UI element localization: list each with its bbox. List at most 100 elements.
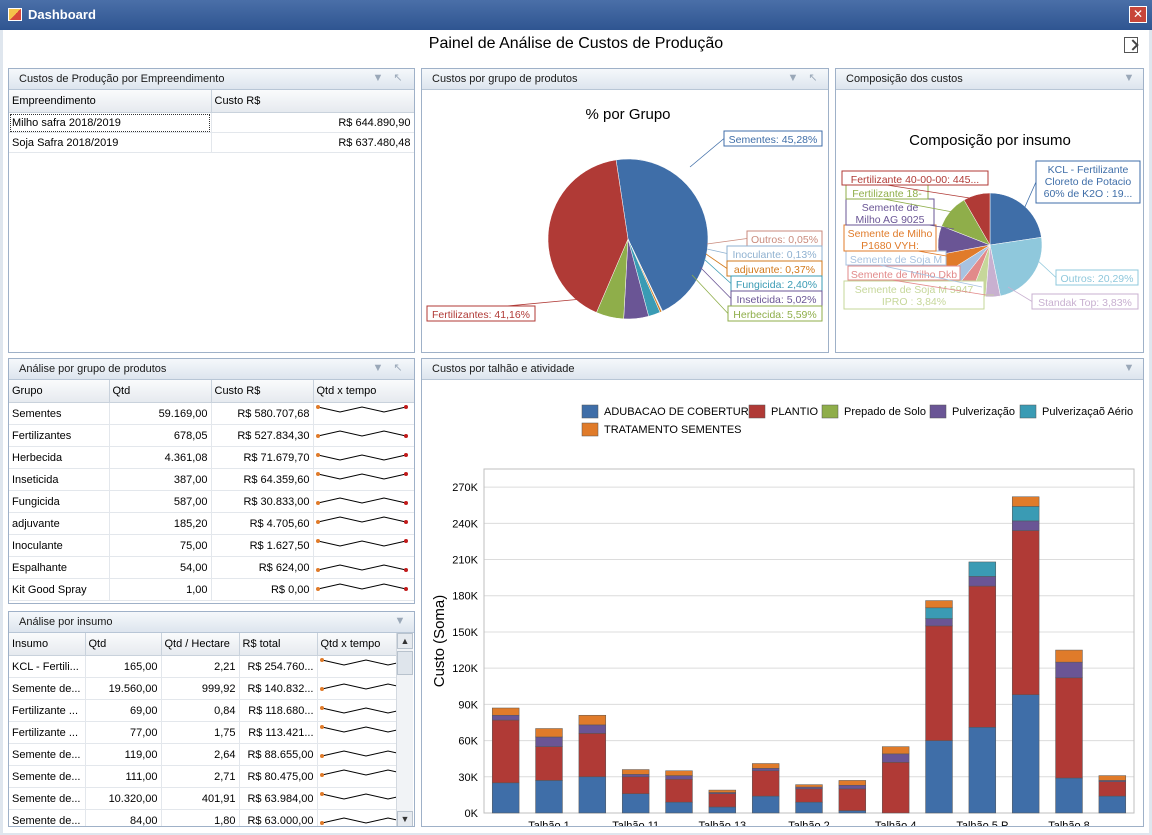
clear-filter-icon[interactable]: ▼	[372, 72, 384, 84]
bar-segment[interactable]	[665, 770, 693, 776]
table-cell[interactable]: Semente de...	[9, 677, 86, 700]
bar-segment[interactable]	[535, 736, 563, 747]
table-cell[interactable]: R$ 88.655,00	[239, 743, 318, 766]
table-cell[interactable]: 1,75	[161, 721, 240, 744]
table-cell[interactable]: 75,00	[109, 534, 212, 557]
table-cell[interactable]: 2,71	[161, 765, 240, 788]
table-row[interactable]: Inoculante 75,00 R$ 1.627,50	[9, 534, 414, 557]
bar-segment[interactable]	[665, 778, 693, 803]
bar-segment[interactable]	[1011, 520, 1040, 531]
bar-segment[interactable]	[491, 707, 520, 716]
table-cell[interactable]: R$ 63.984,00	[239, 787, 318, 810]
table-cell[interactable]: 999,92	[161, 677, 240, 700]
table-cell[interactable]: 1,00	[109, 578, 212, 601]
bar-segment[interactable]	[535, 728, 563, 738]
col-header-grupo[interactable]: Grupo	[9, 380, 110, 403]
bar-segment[interactable]	[751, 795, 780, 814]
bar-segment[interactable]	[621, 793, 650, 814]
bar-segment[interactable]	[1011, 694, 1040, 814]
table-row[interactable]: Fertilizante ... 77,00 1,75 R$ 113.421...	[9, 721, 398, 744]
bar-segment[interactable]	[881, 746, 910, 755]
table-cell[interactable]: Inoculante	[9, 534, 110, 557]
table-cell[interactable]: Semente de...	[9, 809, 86, 826]
col-header-qtd-tempo[interactable]: Qtd x tempo	[313, 380, 414, 403]
table-row[interactable]: Fungicida 587,00 R$ 30.833,00	[9, 490, 414, 513]
table-row[interactable]: KCL - Fertili... 165,00 2,21 R$ 254.760...	[9, 655, 398, 678]
table-cell[interactable]: Semente de...	[9, 787, 86, 810]
clear-filter-icon[interactable]: ▼	[1123, 362, 1135, 374]
bar-segment[interactable]	[925, 740, 953, 814]
bar-segment[interactable]	[578, 714, 607, 726]
table-cell[interactable]: Fungicida	[9, 490, 110, 513]
bar-segment[interactable]	[1011, 496, 1040, 507]
legend-item[interactable]: TRATAMENTO SEMENTES	[581, 422, 742, 437]
bar-segment[interactable]	[1011, 506, 1040, 522]
table-cell[interactable]: 2,64	[161, 743, 240, 766]
bar-segment[interactable]	[795, 788, 823, 803]
table-cell[interactable]: R$ 71.679,70	[211, 446, 314, 469]
bar-segment[interactable]	[1098, 775, 1127, 781]
pie-slice[interactable]	[615, 158, 709, 312]
col-header-insumo[interactable]: Insumo	[9, 633, 86, 656]
pie-slice[interactable]	[989, 192, 1042, 246]
table-row[interactable]: Herbecida 4.361,08 R$ 71.679,70	[9, 446, 414, 469]
table-cell[interactable]: 77,00	[85, 721, 162, 744]
table-cell[interactable]: R$ 254.760...	[239, 655, 318, 678]
bar-segment[interactable]	[621, 774, 650, 778]
table-cell[interactable]: 69,00	[85, 699, 162, 722]
table-cell[interactable]: 119,00	[85, 743, 162, 766]
bar-segment[interactable]	[1055, 661, 1083, 679]
bar-segment[interactable]	[1055, 777, 1083, 814]
table-cell[interactable]: 185,20	[109, 512, 212, 535]
bar-segment[interactable]	[925, 600, 953, 609]
close-button[interactable]: ✕	[1129, 6, 1147, 23]
bar-segment[interactable]	[751, 763, 780, 769]
table-cell[interactable]: Espalhante	[9, 556, 110, 579]
bar-segment[interactable]	[491, 714, 520, 721]
bar-segment[interactable]	[838, 784, 867, 790]
table-cell[interactable]: Sementes	[9, 402, 110, 425]
bar-segment[interactable]	[795, 784, 823, 788]
table-cell[interactable]: R$ 624,00	[211, 556, 314, 579]
col-header-qtd-tempo[interactable]: Qtd x tempo	[317, 633, 398, 656]
scroll-up-button[interactable]: ▲	[397, 633, 413, 649]
bar-segment[interactable]	[925, 625, 953, 741]
bar-segment[interactable]	[925, 618, 953, 627]
legend-item[interactable]: ADUBACAO DE COBERTURA	[581, 404, 757, 419]
table-cell[interactable]: R$ 527.834,30	[211, 424, 314, 447]
bar-segment[interactable]	[838, 810, 867, 814]
table-cell[interactable]: 678,05	[109, 424, 212, 447]
drill-up-icon[interactable]: ↖	[808, 72, 818, 84]
clear-filter-icon[interactable]: ▼	[787, 72, 799, 84]
scroll-down-button[interactable]: ▼	[397, 811, 413, 826]
legend-item[interactable]: PLANTIO	[748, 404, 819, 419]
table-cell[interactable]: 111,00	[85, 765, 162, 788]
bar-segment[interactable]	[968, 561, 997, 577]
table-cell[interactable]: 165,00	[85, 655, 162, 678]
table-cell[interactable]: R$ 4.705,60	[211, 512, 314, 535]
pie-slice[interactable]	[989, 237, 1043, 297]
col-header-qtd[interactable]: Qtd	[109, 380, 212, 403]
table-cell[interactable]: R$ 118.680...	[239, 699, 318, 722]
table-cell[interactable]: 19.560,00	[85, 677, 162, 700]
bar-segment[interactable]	[535, 746, 563, 781]
bar-segment[interactable]	[1011, 530, 1040, 695]
bar-segment[interactable]	[535, 780, 563, 814]
table-cell[interactable]: R$ 0,00	[211, 578, 314, 601]
bar-segment[interactable]	[968, 576, 997, 587]
drill-up-icon[interactable]: ↖	[393, 72, 403, 84]
col-header-empreendimento[interactable]: Empreendimento	[9, 90, 212, 113]
table-cell[interactable]: 84,00	[85, 809, 162, 826]
legend-item[interactable]: Pulverizaçaõ Aério	[1019, 404, 1133, 419]
table-cell[interactable]: R$ 30.833,00	[211, 490, 314, 513]
col-header-rs-total[interactable]: R$ total	[239, 633, 318, 656]
col-header-qtd[interactable]: Qtd	[85, 633, 162, 656]
table-cell[interactable]: Herbecida	[9, 446, 110, 469]
table-cell[interactable]: Kit Good Spray	[9, 578, 110, 601]
table-cell[interactable]: Fertilizante ...	[9, 699, 86, 722]
table-row[interactable]: Semente de... 119,00 2,64 R$ 88.655,00	[9, 743, 398, 766]
table-cell[interactable]: 587,00	[109, 490, 212, 513]
bar-segment[interactable]	[1055, 649, 1083, 663]
bar-segment[interactable]	[881, 762, 910, 814]
bar-segment[interactable]	[838, 788, 867, 811]
